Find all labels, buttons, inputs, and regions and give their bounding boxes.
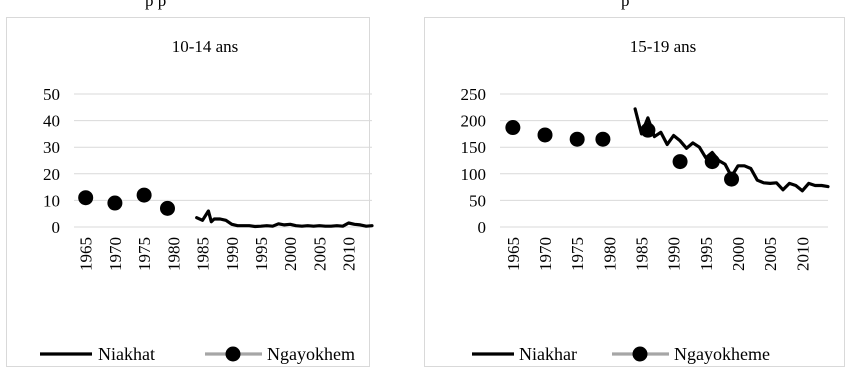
x-tick-label: 1980: [600, 237, 619, 271]
legend-label: Niakhat: [98, 344, 155, 364]
chart-title: 15-19 ans: [630, 37, 697, 56]
chart-frame: [424, 17, 845, 367]
clipped-text-fragment: p: [621, 0, 630, 10]
x-tick-label: 1990: [665, 237, 684, 271]
x-tick-label: 1995: [252, 237, 271, 271]
x-tick-label: 1970: [536, 237, 555, 271]
y-tick-label: 30: [43, 138, 60, 157]
x-tick-label: 1975: [135, 237, 154, 271]
data-point-ngayokheme: [595, 131, 611, 147]
y-tick-label: 150: [461, 138, 487, 157]
data-point-ngayokheme: [569, 131, 585, 147]
chart-15-19-ans: 15-19 ans 0 50 100 150 200 250 1965 1970 1975 1980…: [424, 0, 845, 367]
y-tick-label: 100: [461, 165, 487, 184]
x-tick-label: 1985: [194, 237, 213, 271]
x-tick-label: 2005: [310, 237, 329, 271]
x-tick-label: 1965: [77, 237, 96, 271]
x-tick-label: 1970: [106, 237, 125, 271]
y-tick-label: 40: [43, 112, 60, 131]
legend-label: Ngayokheme: [674, 344, 770, 364]
series-line-niakhat: [195, 209, 374, 229]
legend-marker-swatch: [632, 346, 648, 362]
y-tick-label: 0: [52, 218, 61, 237]
chart-panel-15-19: 15-19 ans 0 50 100 150 200 250 1965 1970 1975 1980…: [424, 0, 847, 381]
data-point-ngayokheme: [640, 122, 656, 138]
data-point-ngayokheme: [505, 120, 521, 136]
data-point-ngayokhem: [107, 195, 123, 211]
x-tick-label: 2000: [281, 237, 300, 271]
chart-panel-10-14: 10-14 ans 0 10 20 30 40 50 1965 1970 1975 1980 1985…: [0, 0, 420, 381]
x-tick-label: 1965: [504, 237, 523, 271]
chart-frame: [6, 17, 370, 367]
legend-label: Niakhar: [519, 344, 577, 364]
x-tick-label: 2005: [761, 237, 780, 271]
x-tick-label: 2000: [729, 237, 748, 271]
x-tick-label: 1990: [223, 237, 242, 271]
data-point-ngayokheme: [672, 154, 688, 170]
data-point-ngayokheme: [537, 127, 553, 143]
x-tick-label: 1985: [632, 237, 651, 271]
x-tick-label: 1995: [697, 237, 716, 271]
y-tick-label: 0: [478, 218, 487, 237]
x-tick-label: 2010: [793, 237, 812, 271]
data-point-ngayokhem: [159, 200, 175, 216]
chart-10-14-ans: 10-14 ans 0 10 20 30 40 50 1965 1970 1975 1980 1985…: [6, 0, 374, 367]
data-point-ngayokheme: [704, 154, 720, 170]
x-tick-label: 1975: [568, 237, 587, 271]
y-tick-label: 250: [461, 85, 487, 104]
data-point-ngayokheme: [724, 171, 740, 187]
clipped-text-fragment: p p: [145, 0, 166, 10]
chart-title: 10-14 ans: [172, 37, 239, 56]
y-tick-label: 50: [43, 85, 60, 104]
y-tick-label: 200: [461, 112, 487, 131]
y-tick-label: 50: [469, 191, 486, 210]
legend-label: Ngayokhem: [267, 344, 355, 364]
y-tick-label: 10: [43, 191, 60, 210]
data-point-ngayokhem: [136, 187, 152, 203]
y-tick-label: 20: [43, 165, 60, 184]
legend-marker-swatch: [225, 346, 241, 362]
x-tick-label: 2010: [340, 237, 359, 271]
data-point-ngayokhem: [78, 190, 94, 206]
x-tick-label: 1980: [164, 237, 183, 271]
